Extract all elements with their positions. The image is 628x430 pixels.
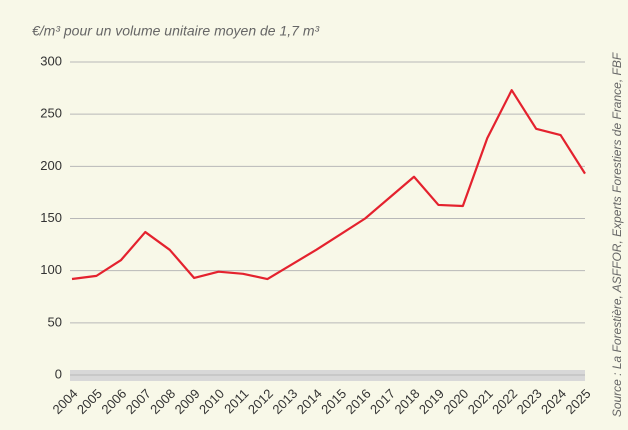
y-tick-label: 50 bbox=[48, 314, 62, 329]
y-tick-label: 300 bbox=[40, 53, 62, 68]
line bbox=[71, 89, 586, 281]
y-tick-label: 250 bbox=[40, 106, 62, 121]
source: Source : La Forestière, ASFFOR, Experts … bbox=[610, 52, 624, 417]
y-tick-label: 0 bbox=[55, 366, 62, 381]
y-tick-label: 200 bbox=[40, 158, 62, 173]
y-tick-label: 150 bbox=[40, 210, 62, 225]
chart-title: €/m³ pour un volume unitaire moyen de 1,… bbox=[32, 23, 319, 39]
y-tick-label: 100 bbox=[40, 262, 62, 277]
